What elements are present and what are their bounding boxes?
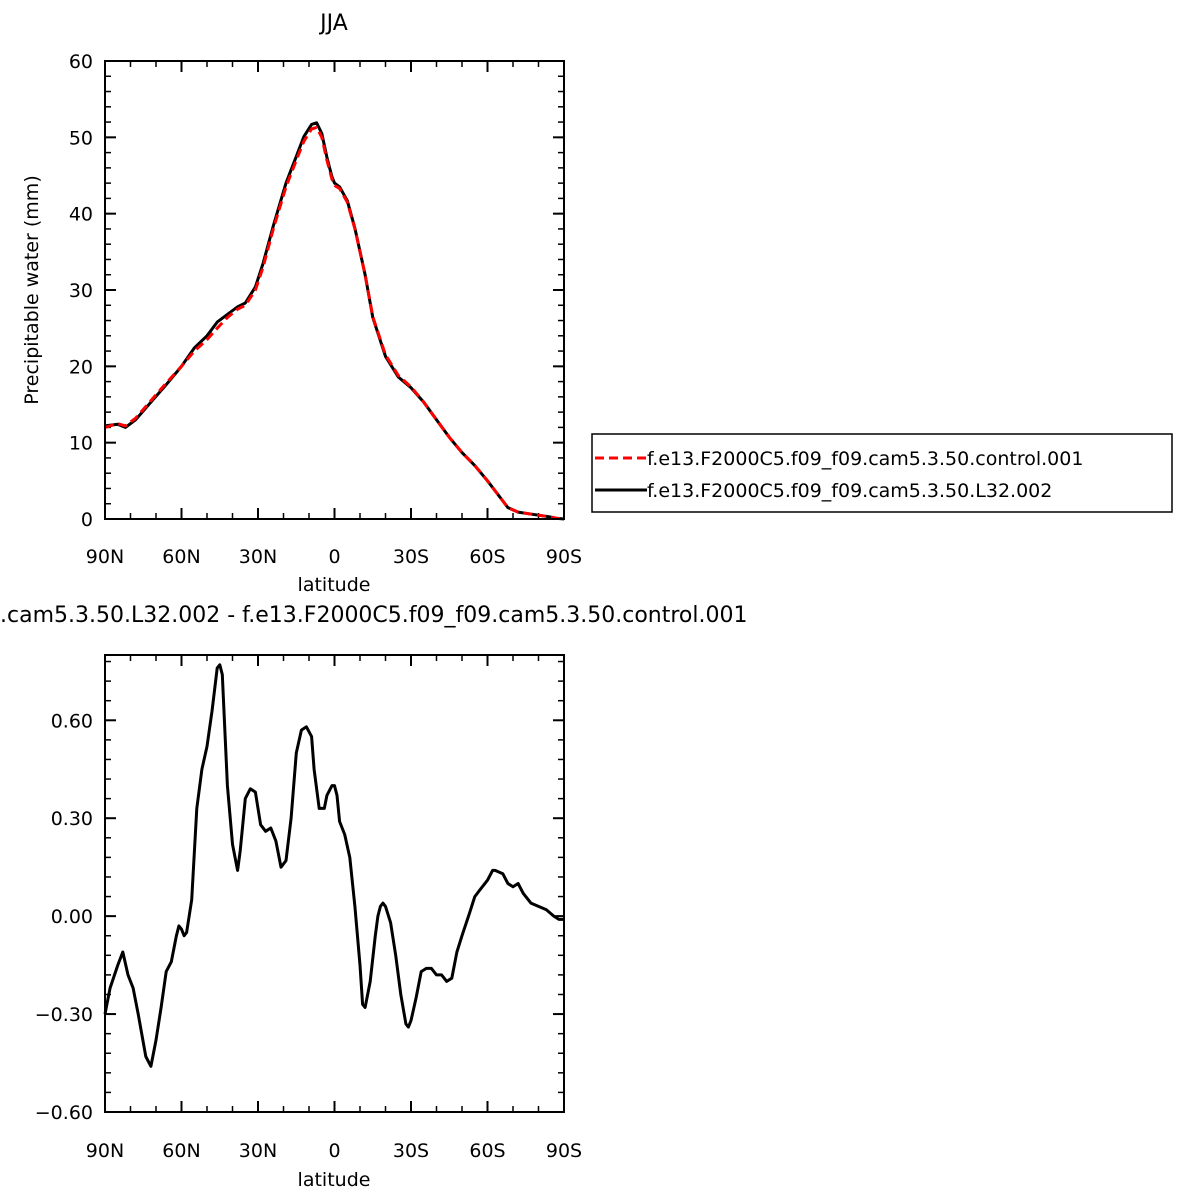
bottom-y-tick-label: −0.30: [35, 1004, 93, 1026]
top-y-tick-label: 20: [69, 356, 93, 378]
top-plot-title: JJA: [318, 11, 348, 36]
bottom-plot-frame: [104, 654, 565, 1113]
bottom-x-tick-label: 90N: [86, 1140, 124, 1162]
top-x-tick-label: 30S: [393, 546, 429, 568]
bottom-plot: .cam5.3.50.L32.002 - f.e13.F2000C5.f09_f…: [0, 603, 747, 1191]
top-axis-ticks: 90N 60N 30N 0 30S 60S 90S 0 10 20 30 40 50 60: [69, 51, 582, 568]
bottom-x-tick-label: 60S: [469, 1140, 505, 1162]
top-y-tick-label: 50: [69, 127, 93, 149]
top-x-tick-label: 90N: [86, 546, 124, 568]
top-x-axis-title: latitude: [298, 574, 371, 596]
bottom-x-axis-title: latitude: [298, 1169, 371, 1191]
bottom-x-tick-label: 30N: [239, 1140, 277, 1162]
top-x-tick-label: 0: [328, 546, 340, 568]
bottom-y-tick-label: 0.60: [51, 710, 93, 732]
top-y-axis-title: Precipitable water (mm): [21, 175, 43, 404]
top-series-line-1: [104, 121, 565, 521]
top-x-tick-label: 90S: [546, 546, 582, 568]
bottom-y-tick-label: 0.30: [51, 808, 93, 830]
top-y-tick-label: 30: [69, 280, 93, 302]
top-x-tick-label: 30N: [239, 546, 277, 568]
bottom-x-tick-label: 90S: [546, 1140, 582, 1162]
bottom-x-tick-label: 0: [328, 1140, 340, 1162]
bottom-x-tick-label: 60N: [162, 1140, 200, 1162]
top-series-line-0: [104, 125, 565, 521]
bottom-series-group: [103, 663, 564, 1068]
top-y-tick-label: 10: [69, 433, 93, 455]
bottom-y-tick-label: −0.60: [35, 1102, 93, 1124]
top-x-tick-label: 60N: [162, 546, 200, 568]
top-y-tick-label: 0: [81, 509, 93, 531]
top-plot-frame: [104, 60, 565, 520]
legend-box: [591, 433, 1173, 513]
legend-label-control: f.e13.F2000C5.f09_f09.cam5.3.50.control.…: [647, 448, 1083, 470]
bottom-axis-ticks: 90N 60N 30N 0 30S 60S 90S −0.60 −0.30 0.00 0.30 0.6…: [35, 655, 582, 1162]
legend: f.e13.F2000C5.f09_f09.cam5.3.50.control.…: [591, 433, 1173, 513]
bottom-x-tick-label: 30S: [393, 1140, 429, 1162]
top-x-tick-label: 60S: [469, 546, 505, 568]
bottom-y-tick-label: 0.00: [51, 906, 93, 928]
legend-label-l32: f.e13.F2000C5.f09_f09.cam5.3.50.L32.002: [647, 480, 1052, 502]
top-series-group: [104, 121, 565, 521]
bottom-plot-title: .cam5.3.50.L32.002 - f.e13.F2000C5.f09_f…: [0, 603, 747, 628]
bottom-series-line-0: [103, 663, 564, 1068]
top-y-tick-label: 60: [69, 51, 93, 73]
top-y-tick-label: 40: [69, 204, 93, 226]
top-plot: JJA 90N 60N 30N 0 30S 60S 90S 0 10 20 30 40 50 60 lat…: [21, 11, 582, 596]
